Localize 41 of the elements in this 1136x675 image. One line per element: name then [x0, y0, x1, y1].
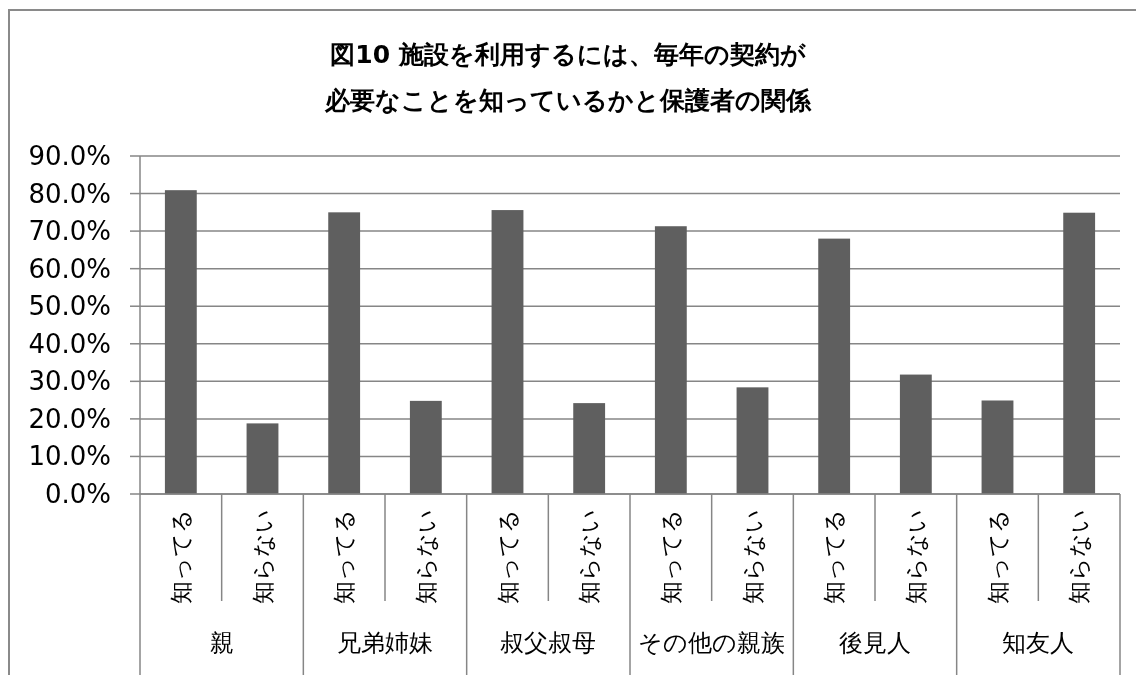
x-tick-label: 知ってる	[657, 509, 684, 604]
bar	[164, 190, 197, 494]
bar	[491, 210, 524, 494]
bar	[654, 226, 687, 494]
text: 後見人	[839, 629, 911, 657]
text: その他の親族	[638, 629, 786, 657]
y-tick-label: 70.0%	[28, 216, 111, 247]
y-tick-label: 40.0%	[28, 328, 111, 359]
chart-title: 図10 施設を利用するには、毎年の契約が必要なことを知っているかと保護者の関係	[324, 39, 813, 117]
text: 親	[209, 629, 234, 657]
x-tick-label: 知らない	[576, 509, 603, 604]
x-tick-label: 知らない	[739, 509, 766, 604]
y-tick-label: 90.0%	[28, 141, 111, 171]
bar	[246, 423, 279, 494]
x-tick-label: 知ってる	[331, 509, 358, 604]
y-tick-label: 20.0%	[28, 403, 111, 434]
text: 知友人	[1002, 629, 1075, 657]
y-tick-label: 80.0%	[28, 178, 111, 209]
text: 兄弟姉妹	[337, 629, 433, 657]
x-tick-label: 知ってる	[494, 509, 521, 604]
bar	[573, 403, 606, 494]
y-tick-label: 10.0%	[28, 441, 111, 472]
text: 叔父叔母	[500, 629, 597, 657]
bar	[1063, 212, 1096, 494]
bar	[981, 400, 1014, 494]
x-tick-label: 知ってる	[984, 509, 1011, 604]
x-tick-label: 知らない	[902, 509, 929, 604]
x-tick-label: 知らない	[412, 509, 439, 604]
y-tick-label: 0.0%	[44, 479, 111, 509]
bar	[818, 238, 851, 494]
bar	[328, 212, 361, 494]
x-tick-label: 知らない	[249, 509, 276, 604]
x-tick-label: 知ってる	[167, 509, 194, 604]
bar	[736, 387, 769, 494]
x-tick-label: 知らない	[1066, 509, 1093, 604]
y-tick-label: 60.0%	[28, 253, 111, 284]
bar	[409, 400, 442, 494]
y-tick-label: 30.0%	[28, 366, 111, 397]
y-tick-label: 50.0%	[28, 291, 111, 322]
x-tick-label: 知ってる	[821, 509, 848, 604]
bar	[899, 374, 932, 494]
